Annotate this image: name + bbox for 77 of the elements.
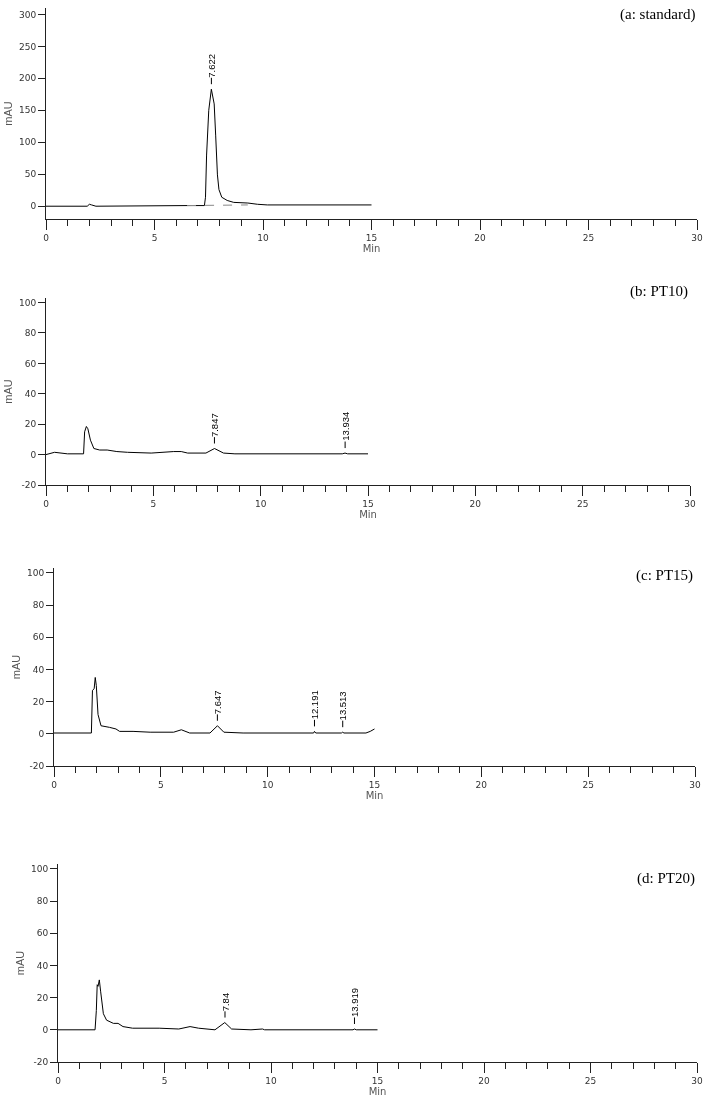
y-tick-label: 300 (19, 9, 37, 20)
y-tick-label: 100 (27, 567, 45, 578)
x-tick-label: 25 (584, 1075, 597, 1086)
annotation: 7.847 (208, 413, 220, 438)
x-tick-label: 30 (691, 232, 703, 243)
y-tick-label: 20 (32, 696, 45, 707)
annotation: 13.513 (337, 691, 349, 721)
y-tick-label: 0 (30, 201, 37, 212)
x-tick-label: 10 (265, 1075, 277, 1086)
x-axis-title: Min (362, 242, 381, 254)
x-tick-label: 20 (474, 232, 486, 243)
y-axis-title: mAU (1, 379, 14, 404)
y-tick-label: 80 (32, 600, 45, 611)
y-tick-label: 40 (32, 664, 45, 675)
y-tick-label: 80 (24, 328, 37, 339)
y-axis-title: mAU (9, 654, 22, 680)
x-axis-title: Min (365, 789, 384, 801)
y-tick-label: 0 (30, 449, 37, 460)
x-tick-label: 30 (689, 779, 701, 790)
x-tick-label: 25 (576, 498, 589, 509)
x-tick-label: 5 (157, 779, 164, 790)
y-tick-label: -20 (33, 1057, 49, 1068)
y-tick-label: 100 (19, 297, 37, 308)
x-tick-label: 20 (469, 498, 482, 509)
x-tick-label: 15 (368, 779, 381, 790)
chart-title: (c: PT15) (636, 567, 694, 584)
chart-title: (d: PT20) (637, 870, 695, 887)
x-tick-label: 30 (684, 498, 696, 509)
y-tick-label: 20 (24, 419, 37, 430)
y-tick-label: 150 (19, 105, 37, 116)
x-tick-label: 5 (150, 498, 157, 509)
y-tick-label: 40 (24, 388, 37, 399)
annotation: 7.84 (219, 992, 231, 1012)
annotation: 12.191 (308, 690, 320, 720)
y-tick-label: 80 (36, 896, 49, 907)
annotation: 13.919 (349, 987, 360, 1017)
x-tick-label: 5 (151, 232, 158, 243)
y-tick-label: 100 (19, 137, 37, 148)
x-tick-label: 15 (371, 1075, 384, 1086)
y-tick-label: -20 (21, 480, 37, 491)
y-tick-label: 0 (42, 1024, 49, 1035)
line-series (58, 979, 378, 1031)
annotation: 7.647 (211, 690, 223, 715)
x-tick-label: 15 (365, 232, 378, 243)
annotation: 13.934 (339, 411, 351, 441)
x-tick-label: 20 (478, 1075, 490, 1086)
y-tick-label: 40 (36, 960, 49, 971)
line-series (46, 88, 372, 207)
x-tick-label: 25 (582, 779, 594, 790)
chart-title: (b: PT10) (630, 283, 688, 300)
x-tick-label: 0 (55, 1075, 62, 1086)
x-axis-title: Min (359, 508, 377, 520)
y-tick-label: 250 (19, 41, 37, 52)
y-axis-title: mAU (13, 950, 26, 976)
x-axis-title: Min (368, 1085, 387, 1097)
y-tick-label: 60 (32, 632, 45, 643)
y-tick-label: 200 (19, 73, 37, 84)
chart-title: (a: standard) (620, 6, 696, 23)
x-tick-label: 20 (475, 779, 488, 790)
x-tick-label: 0 (51, 779, 58, 790)
y-tick-label: 20 (36, 992, 49, 1003)
annotation: 7.622 (206, 53, 218, 78)
x-tick-label: 25 (582, 232, 595, 243)
x-tick-label: 5 (161, 1075, 168, 1086)
x-tick-label: 15 (362, 498, 374, 509)
y-tick-label: 100 (31, 863, 49, 874)
y-tick-label: -20 (29, 761, 45, 772)
x-tick-label: 30 (691, 1075, 703, 1086)
y-axis-title: mAU (1, 101, 14, 126)
x-tick-label: 10 (254, 498, 267, 509)
x-tick-label: 10 (261, 779, 274, 790)
y-tick-label: 60 (24, 358, 37, 369)
y-tick-label: 50 (24, 169, 37, 180)
line-series (54, 676, 375, 734)
x-tick-label: 10 (257, 232, 269, 243)
y-tick-label: 60 (36, 928, 49, 939)
y-tick-label: 0 (38, 728, 45, 739)
